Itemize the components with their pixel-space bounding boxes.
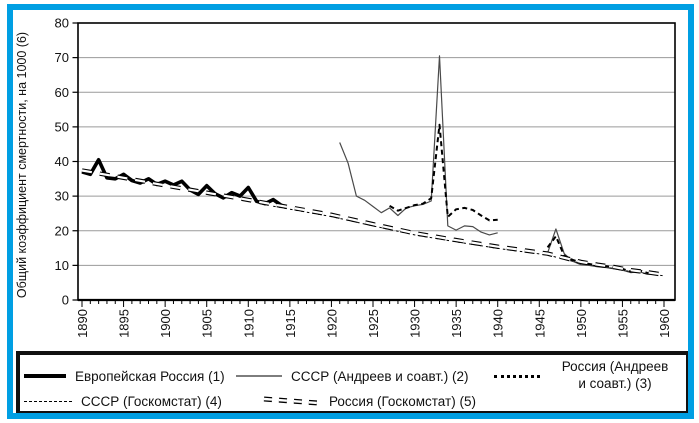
y-tick-label: 20 (55, 223, 69, 238)
series-line-2 (339, 55, 656, 275)
y-tick-label: 70 (55, 50, 69, 65)
legend-label: Россия (Госкомстат) (5) (329, 393, 476, 409)
y-tick-label: 60 (55, 85, 69, 100)
y-tick-label: 30 (55, 189, 69, 204)
series-line-1 (81, 158, 283, 207)
y-tick-label: 80 (55, 16, 69, 31)
x-tick-label: 1950 (574, 309, 589, 338)
legend-marker-thin-solid (236, 375, 282, 378)
legend-row: Европейская Россия (1) СССР (Андреев и со… (24, 359, 684, 393)
legend-item: Европейская Россия (1) (24, 369, 236, 384)
legend-marker-thick-solid (24, 374, 66, 379)
legend-label: СССР (Андреев и соавт.) (2) (291, 368, 469, 384)
legend-item: СССР (Андреев и соавт.) (2) (236, 369, 494, 384)
x-tick-label: 1920 (324, 309, 339, 338)
y-tick-label: 10 (55, 258, 69, 273)
x-tick-label: 1940 (491, 309, 506, 338)
legend-marker-bold-dotted (494, 374, 540, 378)
legend-item: Россия (Андреев и соавт.) (3) (494, 359, 681, 393)
legend-label: СССР (Госкомстат) (4) (81, 393, 222, 409)
x-tick-label: 1930 (408, 309, 423, 338)
x-tick-label: 1925 (366, 309, 381, 338)
x-tick-label: 1910 (241, 309, 256, 338)
y-tick-label: 40 (55, 154, 69, 169)
x-tick-label: 1905 (200, 309, 215, 338)
series-line-3 (389, 123, 656, 274)
y-tick-label: 0 (62, 293, 69, 308)
legend-marker-outlined-dash (263, 396, 319, 406)
plot-area: 0 10 20 30 40 50 60 70 80 1890 1895 1900 1905 1910 191… (55, 16, 676, 338)
x-tick-label: 1895 (117, 309, 132, 338)
legend-row: СССР (Госкомстат) (4) Россия (Госкомстат)… (24, 394, 684, 409)
y-tick-label: 50 (55, 119, 69, 134)
legend-marker-fine-dashed (24, 400, 72, 402)
series-line-5 (81, 169, 665, 276)
x-tick-label: 1960 (657, 309, 672, 338)
legend-label: Европейская Россия (1) (75, 368, 225, 384)
legend-item: Россия (Госкомстат) (5) (262, 394, 476, 409)
x-tick-label: 1955 (615, 309, 630, 338)
legend-item: СССР (Госкомстат) (4) (24, 394, 262, 409)
x-tick-label: 1915 (283, 309, 298, 338)
x-tick-label: 1935 (449, 309, 464, 338)
series-line-4 (273, 205, 665, 277)
x-tick-label: 1900 (158, 309, 173, 338)
legend: Европейская Россия (1) СССР (Андреев и со… (16, 351, 690, 415)
legend-label: Россия (Андреев и соавт.) (3) (561, 359, 669, 392)
x-tick-label: 1945 (532, 309, 547, 338)
series-line-5 (81, 168, 665, 277)
x-tick-label: 1890 (75, 309, 90, 338)
